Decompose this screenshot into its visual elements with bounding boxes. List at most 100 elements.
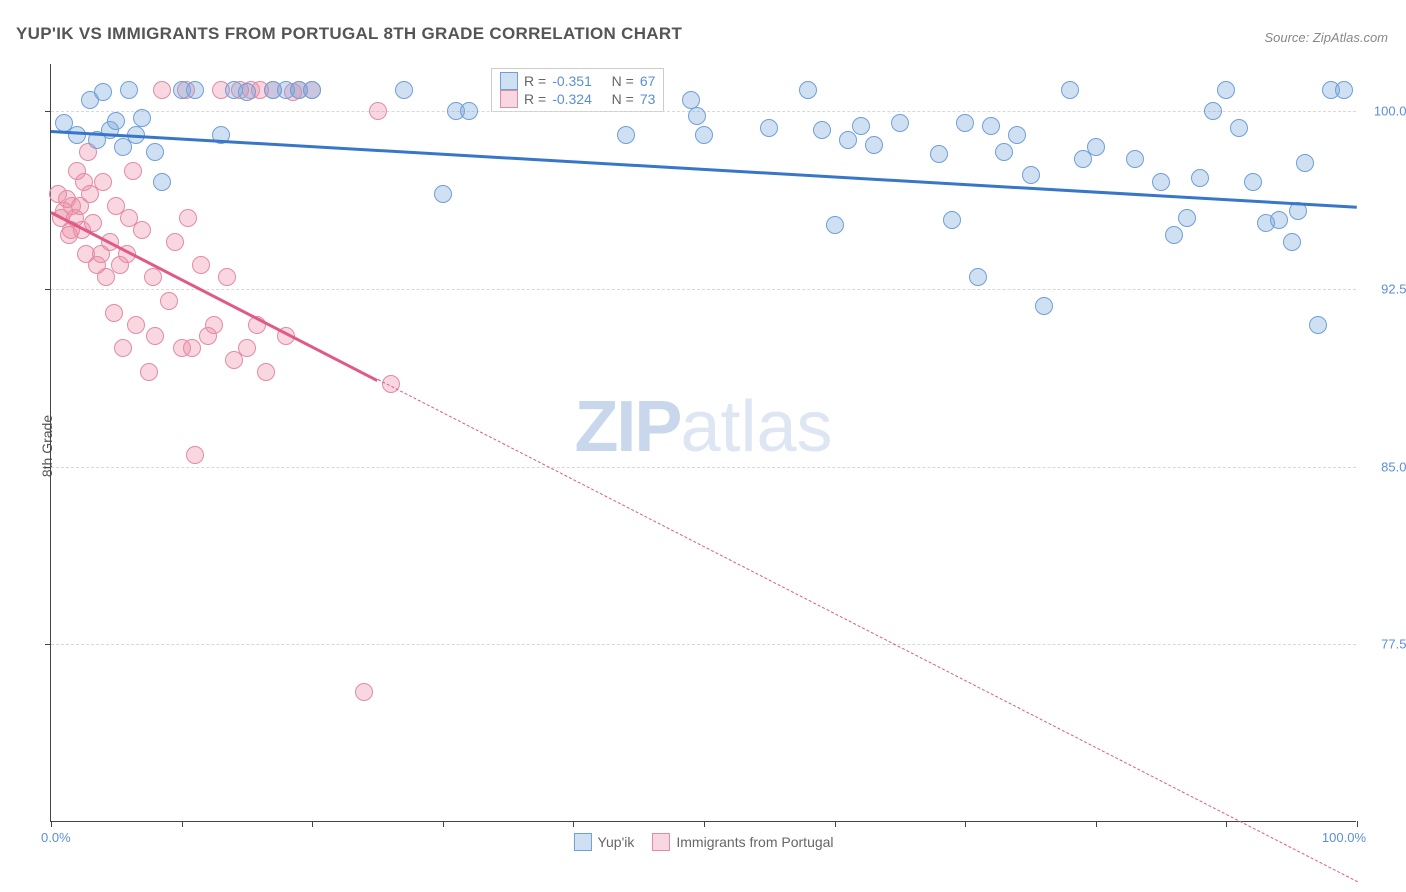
legend-item-blue: Yup'ik <box>573 833 634 851</box>
data-point-blue <box>688 107 706 125</box>
x-tick <box>704 821 705 827</box>
r-value-blue: -0.351 <box>552 73 592 89</box>
data-point-blue <box>813 121 831 139</box>
data-point-pink <box>192 256 210 274</box>
y-tick-label: 77.5% <box>1381 637 1406 652</box>
data-point-pink <box>144 268 162 286</box>
data-point-pink <box>186 446 204 464</box>
data-point-blue <box>1008 126 1026 144</box>
data-point-pink <box>160 292 178 310</box>
watermark: ZIPatlas <box>574 386 832 468</box>
r-label: R = <box>524 91 546 107</box>
data-point-blue <box>1178 209 1196 227</box>
x-axis-label-max: 100.0% <box>1322 830 1366 845</box>
data-point-blue <box>238 83 256 101</box>
legend-item-pink: Immigrants from Portugal <box>652 833 833 851</box>
watermark-bold: ZIP <box>574 387 680 467</box>
r-label: R = <box>524 73 546 89</box>
data-point-blue <box>1335 81 1353 99</box>
x-tick <box>965 821 966 827</box>
data-point-blue <box>891 114 909 132</box>
y-tick-label: 100.0% <box>1374 104 1406 119</box>
data-point-blue <box>146 143 164 161</box>
data-point-blue <box>943 211 961 229</box>
data-point-blue <box>303 81 321 99</box>
data-point-blue <box>969 268 987 286</box>
swatch-pink <box>652 833 670 851</box>
data-point-pink <box>133 221 151 239</box>
data-point-blue <box>839 131 857 149</box>
gridline-h <box>51 289 1356 290</box>
data-point-pink <box>140 363 158 381</box>
data-point-blue <box>1217 81 1235 99</box>
legend-row-blue: R = -0.351 N = 67 <box>500 72 655 90</box>
trend-line-dashed <box>377 379 1357 882</box>
data-point-blue <box>1022 166 1040 184</box>
data-point-blue <box>982 117 1000 135</box>
data-point-pink <box>238 339 256 357</box>
data-point-blue <box>107 112 125 130</box>
data-point-pink <box>205 316 223 334</box>
legend-label-blue: Yup'ik <box>597 834 634 850</box>
data-point-pink <box>146 327 164 345</box>
gridline-h <box>51 467 1356 468</box>
data-point-blue <box>1204 102 1222 120</box>
x-tick <box>443 821 444 827</box>
legend-row-pink: R = -0.324 N = 73 <box>500 90 655 108</box>
data-point-blue <box>617 126 635 144</box>
source-attribution: Source: ZipAtlas.com <box>1264 30 1388 45</box>
data-point-blue <box>395 81 413 99</box>
data-point-pink <box>94 173 112 191</box>
x-tick <box>182 821 183 827</box>
y-tick-label: 92.5% <box>1381 282 1406 297</box>
data-point-blue <box>460 102 478 120</box>
data-point-blue <box>1296 154 1314 172</box>
r-value-pink: -0.324 <box>552 91 592 107</box>
data-point-blue <box>1152 173 1170 191</box>
data-point-blue <box>133 109 151 127</box>
data-point-pink <box>105 304 123 322</box>
data-point-blue <box>760 119 778 137</box>
data-point-blue <box>1061 81 1079 99</box>
data-point-blue <box>1283 233 1301 251</box>
trend-line <box>50 211 378 382</box>
data-point-blue <box>434 185 452 203</box>
x-tick <box>51 821 52 827</box>
y-tick-label: 85.0% <box>1381 459 1406 474</box>
data-point-blue <box>1165 226 1183 244</box>
legend-label-pink: Immigrants from Portugal <box>676 834 833 850</box>
swatch-blue <box>500 72 518 90</box>
x-axis-label-min: 0.0% <box>41 830 71 845</box>
x-tick <box>1357 821 1358 827</box>
swatch-pink <box>500 90 518 108</box>
data-point-blue <box>826 216 844 234</box>
chart-title: YUP'IK VS IMMIGRANTS FROM PORTUGAL 8TH G… <box>16 24 682 44</box>
data-point-pink <box>153 81 171 99</box>
x-tick <box>1226 821 1227 827</box>
watermark-light: atlas <box>680 387 832 467</box>
data-point-pink <box>257 363 275 381</box>
data-point-blue <box>695 126 713 144</box>
x-tick <box>312 821 313 827</box>
data-point-blue <box>1244 173 1262 191</box>
n-value-pink: 73 <box>640 91 656 107</box>
data-point-blue <box>94 83 112 101</box>
data-point-blue <box>1309 316 1327 334</box>
data-point-pink <box>355 683 373 701</box>
n-label: N = <box>612 73 634 89</box>
data-point-blue <box>956 114 974 132</box>
data-point-blue <box>682 91 700 109</box>
data-point-blue <box>1126 150 1144 168</box>
n-label: N = <box>612 91 634 107</box>
series-legend: Yup'ik Immigrants from Portugal <box>573 833 833 851</box>
n-value-blue: 67 <box>640 73 656 89</box>
data-point-pink <box>183 339 201 357</box>
data-point-blue <box>186 81 204 99</box>
data-point-blue <box>68 126 86 144</box>
chart-plot-area: ZIPatlas 0.0% 100.0% R = -0.351 N = 67 R… <box>50 64 1356 822</box>
data-point-blue <box>1191 169 1209 187</box>
data-point-blue <box>1230 119 1248 137</box>
data-point-pink <box>369 102 387 120</box>
data-point-blue <box>1270 211 1288 229</box>
data-point-pink <box>114 339 132 357</box>
